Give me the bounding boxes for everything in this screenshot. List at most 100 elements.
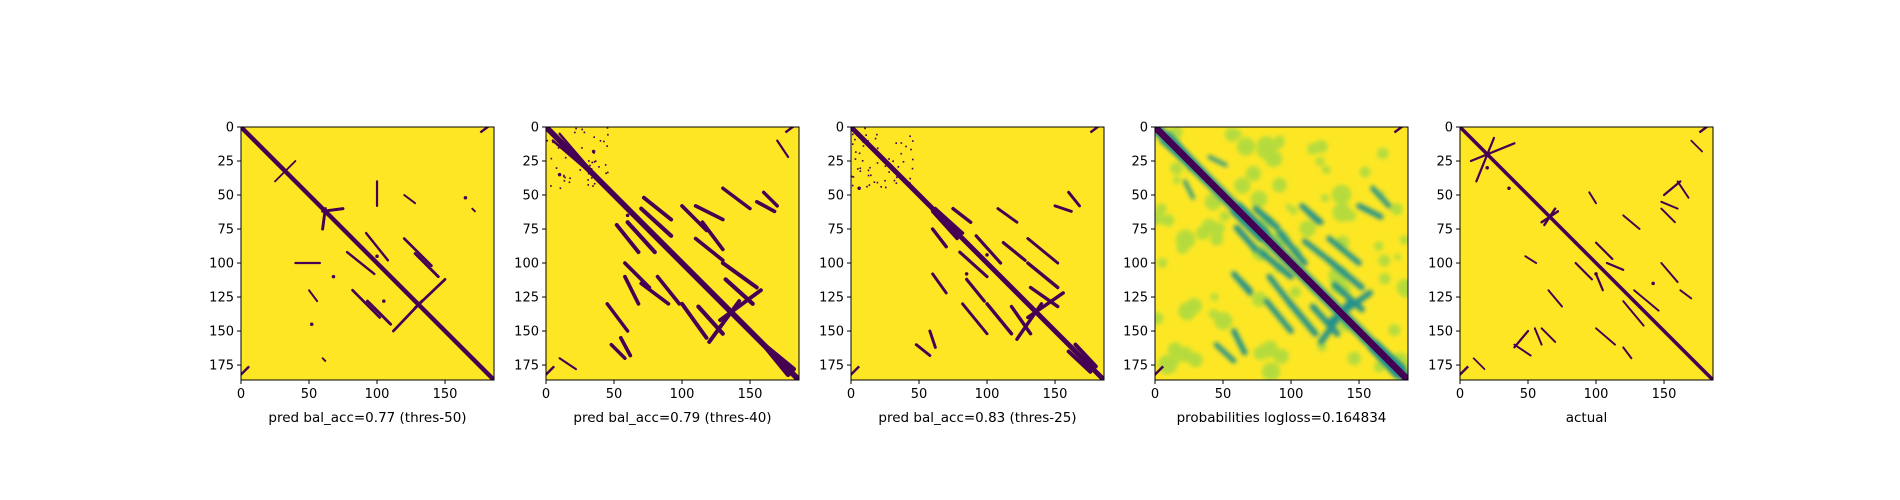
noise-cell (590, 177, 593, 179)
contact-band-mirror (639, 281, 671, 306)
noise-cell (588, 160, 590, 162)
contact-band (1285, 298, 1319, 337)
noise-cell (606, 171, 609, 174)
noise-cell (910, 148, 912, 151)
noise-cell (605, 172, 607, 175)
contact-dot (1507, 186, 1511, 190)
contact-band-mirror (1026, 261, 1060, 290)
contact-band-mirror (1053, 204, 1073, 213)
y-tick-label: 150 (819, 325, 844, 340)
noise-cell (550, 185, 552, 187)
contact-band-mirror (345, 250, 376, 276)
contact-band (1595, 327, 1617, 346)
y-tick-label: 25 (827, 155, 844, 170)
contact-dot (557, 172, 562, 177)
probability-blob (1170, 161, 1183, 175)
contact-band (284, 160, 297, 172)
noise-cell (852, 176, 855, 178)
contact-band-mirror (958, 250, 989, 279)
corner-mark (1393, 127, 1404, 134)
probability-blob (1376, 147, 1389, 160)
contact-band (700, 220, 725, 252)
y-tick-label: 175 (1123, 359, 1148, 374)
noise-cell (552, 141, 554, 144)
probability-blob (1250, 190, 1268, 208)
contact-band-mirror (471, 207, 476, 213)
noise-cell (563, 175, 565, 178)
y-tick-label: 175 (1428, 359, 1453, 374)
y-tick-label: 0 (1445, 121, 1453, 136)
contact-band (1326, 235, 1362, 266)
noise-cell (876, 133, 878, 136)
contact-band-mirror (1301, 238, 1332, 264)
noise-cell (902, 160, 905, 163)
contact-band (1266, 273, 1292, 304)
probability-blob (1235, 130, 1243, 138)
heatmap-cells (241, 127, 494, 380)
x-tick-label: 150 (1043, 387, 1068, 402)
contact-dot (964, 272, 969, 276)
contact-band (680, 301, 709, 340)
contact-band (639, 206, 674, 238)
contact-band-mirror (1622, 300, 1645, 327)
contact-band (776, 139, 790, 159)
corner-mark (784, 127, 795, 134)
probability-blob (1289, 206, 1298, 215)
probability-blob (1378, 254, 1391, 267)
contact-dot (463, 195, 468, 200)
contact-band-mirror (641, 195, 674, 222)
noise-cell (591, 161, 594, 164)
noise-cell (909, 177, 912, 180)
noise-cell (559, 187, 562, 190)
y-tick-label: 50 (217, 189, 234, 204)
contact-band (1679, 289, 1693, 300)
contact-band (614, 222, 641, 255)
noise-cell (593, 161, 596, 163)
contact-band (1370, 185, 1392, 209)
contact-dot (857, 186, 861, 190)
noise-cell (861, 160, 864, 162)
contact-band (618, 335, 633, 358)
contact-band (1594, 241, 1614, 261)
noise-cell (874, 137, 877, 140)
noise-cell (564, 156, 567, 159)
noise-cell (862, 145, 865, 147)
probability-blob (1261, 362, 1281, 380)
contact-band (928, 329, 937, 349)
contact-band (1540, 327, 1557, 343)
x-tick-label: 150 (1652, 387, 1677, 402)
noise-cell (888, 158, 890, 160)
contact-band-mirror (1690, 139, 1703, 153)
noise-cell (583, 131, 586, 134)
y-tick-label: 125 (1123, 291, 1148, 306)
contact-dot (1651, 281, 1655, 286)
contact-band (974, 234, 1003, 265)
noise-cell (900, 142, 903, 144)
y-tick-label: 100 (1123, 257, 1148, 272)
contact-band-mirror (1676, 180, 1690, 199)
probability-blob (1219, 210, 1231, 222)
noise-cell (575, 127, 577, 130)
contact-band (1513, 343, 1532, 357)
noise-cell (851, 175, 853, 178)
contact-band-mirror (1513, 329, 1530, 349)
noise-cell (911, 167, 914, 170)
contact-band (1067, 190, 1081, 208)
contact-band (1469, 142, 1516, 163)
probability-blob (1187, 352, 1203, 368)
probability-blob (1321, 165, 1331, 175)
noise-cell (587, 179, 589, 181)
probability-blob (1245, 165, 1262, 182)
contact-band (1472, 357, 1486, 370)
contact-band (623, 274, 641, 306)
contact-band-mirror (1299, 203, 1324, 225)
x-tick-label: 100 (670, 387, 695, 402)
noise-cell (855, 151, 857, 153)
contact-band-mirror (558, 357, 578, 371)
noise-cell (892, 160, 894, 163)
probability-blob (1155, 210, 1164, 226)
contact-band-mirror (625, 220, 657, 255)
noise-cell (873, 181, 876, 184)
contact-band (1028, 285, 1060, 309)
x-tick-label: 50 (606, 387, 623, 402)
